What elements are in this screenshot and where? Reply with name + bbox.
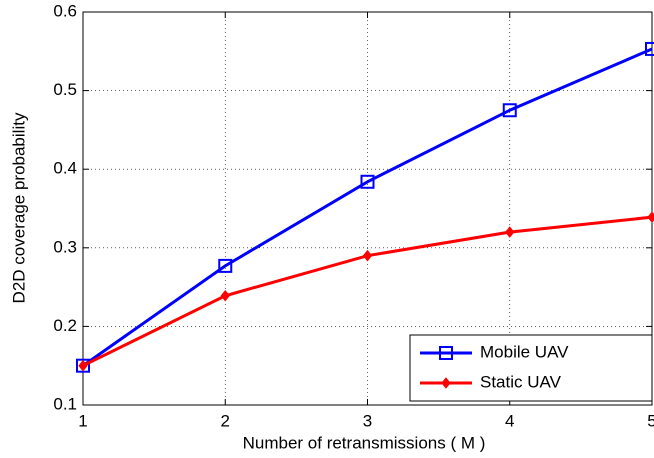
y-axis-label: D2D coverage probability [9, 112, 28, 303]
y-tick-label: 0.4 [53, 159, 77, 178]
marker [362, 249, 373, 262]
x-tick-label: 5 [647, 411, 654, 430]
marker [220, 289, 230, 302]
marker [505, 226, 515, 238]
marker [647, 211, 654, 223]
plot-frame [82, 11, 653, 406]
x-tick-label: 3 [363, 411, 372, 430]
x-axis-label: Number of retransmissions ( M ) [243, 433, 486, 452]
y-tick-label: 0.6 [53, 1, 77, 20]
legend: Mobile UAV Static UAV [409, 334, 653, 402]
marker [360, 174, 375, 189]
line [82, 47, 653, 367]
y-tick-label: 0.5 [53, 80, 77, 99]
y-tick-label: 0.2 [53, 316, 77, 335]
marker [502, 103, 517, 118]
y-tick-label: 0.3 [53, 237, 77, 256]
x-tick-label: 1 [78, 411, 87, 430]
marker [218, 258, 233, 273]
x-tick-label: 4 [505, 411, 514, 430]
marker [78, 359, 88, 372]
marker [645, 41, 654, 56]
y-tick-label: 0.1 [53, 394, 77, 413]
marker [441, 377, 451, 389]
legend-label: Mobile UAV [480, 342, 569, 361]
legend-label: Static UAV [480, 372, 562, 391]
marker [439, 346, 453, 360]
x-tick-label: 2 [221, 411, 230, 430]
marker [76, 358, 90, 373]
